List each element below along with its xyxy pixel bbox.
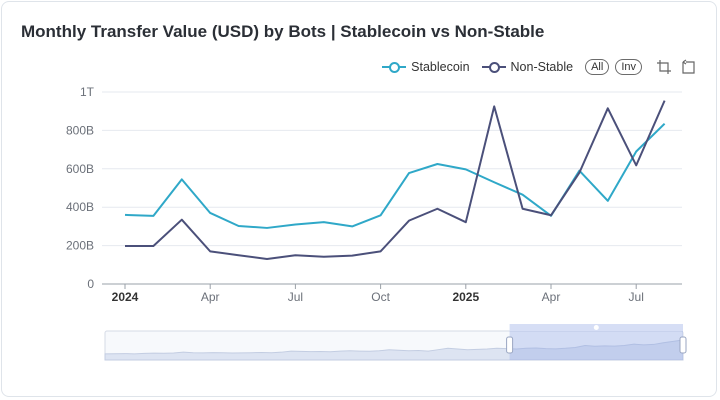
nonstable-point — [633, 162, 639, 168]
nonstable-point — [179, 217, 185, 223]
invert-selection-button[interactable]: Inv — [615, 59, 642, 75]
slider-right-handle — [679, 336, 687, 354]
nonstable-point — [406, 218, 412, 224]
nonstable-point — [292, 252, 298, 258]
stablecoin-point — [150, 213, 156, 219]
y-tick-label: 600B — [66, 162, 94, 176]
y-tick-label: 0 — [87, 277, 94, 291]
nonstable-point — [576, 170, 582, 176]
nonstable-line — [125, 100, 666, 261]
x-tick-label: Jul — [288, 290, 303, 304]
stablecoin-line — [124, 122, 666, 229]
nonstable-point — [150, 243, 156, 249]
nonstable-point — [463, 219, 469, 225]
y-axis: 0 200B 400B 600B 800B 1T — [66, 85, 95, 291]
nonstable-point — [662, 98, 668, 104]
nonstable-point — [491, 103, 497, 109]
x-tick-label: Apr — [201, 290, 220, 304]
slider-window — [509, 331, 683, 360]
slider-preview-area — [104, 339, 684, 361]
legend-label-nonstable: Non-Stable — [510, 60, 574, 74]
stablecoin-point — [378, 212, 384, 218]
stablecoin-point — [122, 212, 128, 218]
nonstable-point — [122, 243, 128, 249]
nonstable-point — [520, 206, 526, 212]
nonstable-point — [321, 254, 327, 260]
stablecoin-point — [633, 149, 639, 155]
x-tick-label: Apr — [542, 290, 561, 304]
restore-icon[interactable] — [680, 59, 696, 75]
legend: Stablecoin Non-Stable All Inv — [382, 59, 696, 75]
stablecoin-point — [207, 210, 213, 216]
stablecoin-point — [434, 161, 440, 167]
y-tick-label: 400B — [66, 200, 94, 214]
chart-series — [122, 98, 668, 262]
stablecoin-point — [406, 170, 412, 176]
stablecoin-point — [292, 221, 298, 227]
nonstable-point — [434, 206, 440, 212]
stablecoin-point — [605, 198, 611, 204]
nonstable-point — [548, 212, 554, 218]
slider-move-handle — [593, 325, 599, 330]
nonstable-point — [236, 252, 242, 258]
legend-item-nonstable[interactable]: Non-Stable — [481, 60, 574, 74]
nonstable-point — [605, 105, 611, 111]
legend-swatch-nonstable — [481, 61, 506, 73]
chart-gridlines — [102, 91, 682, 285]
y-tick-label: 1T — [80, 85, 95, 99]
nonstable-point — [378, 248, 384, 254]
stablecoin-point — [179, 176, 185, 182]
legend-item-stablecoin[interactable]: Stablecoin — [382, 60, 470, 74]
stablecoin-point — [491, 179, 497, 185]
y-tick-label: 200B — [66, 239, 94, 253]
x-tick-label: 2024 — [112, 290, 139, 304]
stablecoin-point — [264, 225, 270, 231]
x-axis: 2024 Apr Jul Oct 2025 Apr Jul — [112, 284, 644, 304]
stablecoin-point — [463, 166, 469, 172]
chart-title: Monthly Transfer Value (USD) by Bots | S… — [21, 22, 545, 41]
nonstable-point — [349, 253, 355, 259]
select-all-button[interactable]: All — [585, 59, 610, 75]
nonstable-point — [264, 256, 270, 262]
stablecoin-point — [349, 223, 355, 229]
slider-left-handle — [506, 336, 514, 354]
nonstable-point — [207, 248, 213, 254]
stablecoin-point — [662, 121, 668, 127]
x-tick-label: Jul — [629, 290, 644, 304]
x-tick-label: Oct — [371, 290, 390, 304]
stablecoin-point — [520, 192, 526, 198]
legend-label-stablecoin: Stablecoin — [411, 60, 470, 74]
legend-swatch-stablecoin — [382, 61, 407, 73]
crop-icon[interactable] — [656, 59, 672, 75]
datazoom-slider[interactable] — [104, 324, 687, 361]
stablecoin-point — [236, 223, 242, 229]
y-tick-label: 800B — [66, 123, 94, 137]
stablecoin-point — [321, 219, 327, 225]
x-tick-label: 2025 — [452, 290, 479, 304]
